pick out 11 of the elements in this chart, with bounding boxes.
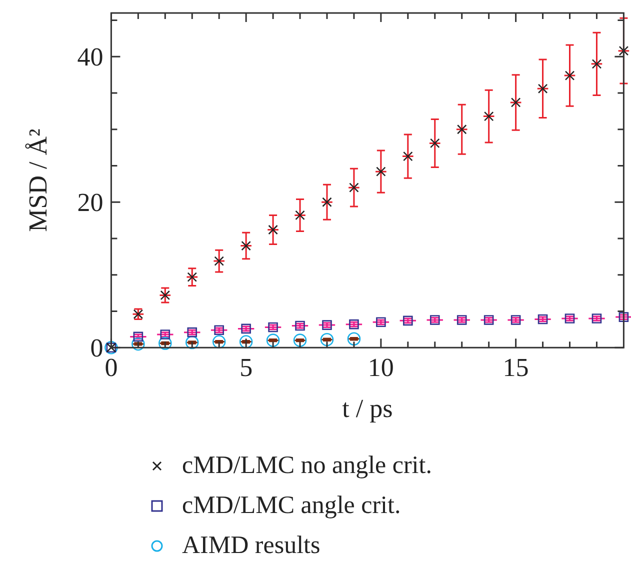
x-tick-label: 10: [368, 353, 394, 382]
x-tick-label: 15: [502, 353, 529, 382]
y-tick-label: 20: [77, 188, 104, 218]
legend-label: cMD/LMC angle crit.: [182, 492, 401, 520]
x-axis-title: t / ps: [342, 394, 393, 424]
y-tick-label: 0: [90, 334, 104, 363]
legend-label: AIMD results: [182, 532, 320, 560]
x-tick-label: 5: [240, 353, 253, 382]
y-axis-title: MSD / Å²: [23, 128, 52, 232]
y-tick-label: 40: [77, 42, 104, 72]
legend-label: cMD/LMC no angle crit.: [182, 452, 432, 480]
